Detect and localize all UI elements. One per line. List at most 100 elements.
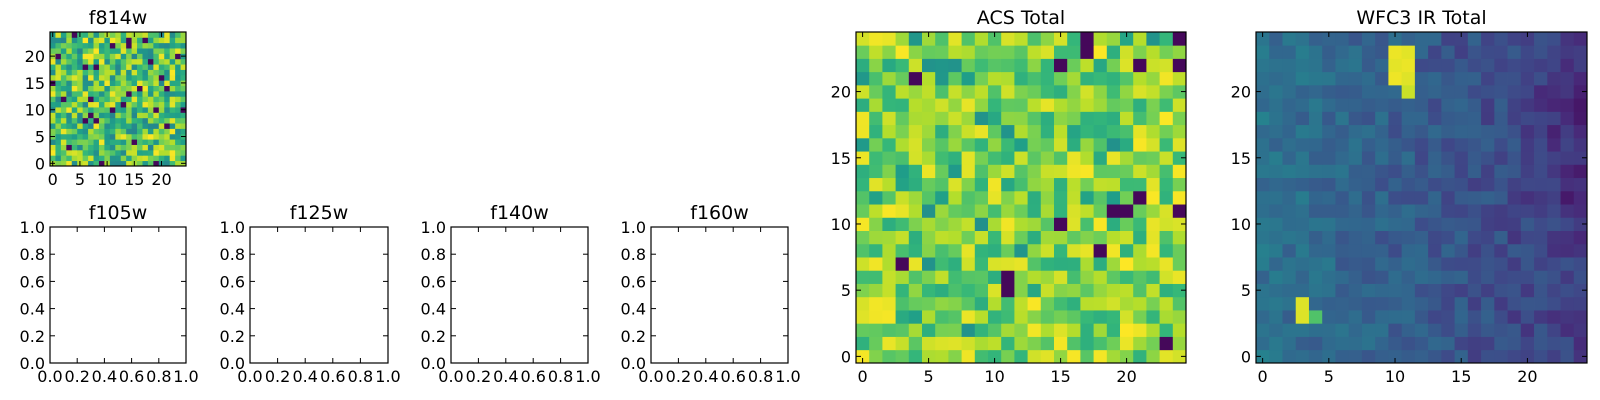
heatmap-cell [895,151,910,165]
heatmap-cell [55,149,62,156]
heatmap-cell [1146,270,1160,284]
heatmap-cell [1428,296,1442,311]
heatmap-cell [1172,164,1187,179]
heatmap-cell [147,69,154,76]
heatmap-cell [1120,270,1134,284]
heatmap-cell [88,117,94,124]
heatmap-cell [1494,323,1508,337]
heatmap-cell [961,283,976,298]
heatmap-cell [137,144,143,151]
heatmap-cell [71,117,78,124]
heatmap-cell [120,69,127,76]
heatmap-cell [66,101,73,108]
heatmap-cell [1414,323,1429,337]
heatmap-cell [1159,98,1174,112]
heatmap-cell [180,42,187,49]
heatmap-cell [1388,204,1403,218]
heatmap-cell [922,98,936,112]
heatmap-cell [1573,243,1588,258]
heatmap-cell [1172,98,1187,112]
heatmap-cell [1534,177,1548,192]
heatmap-cell [1520,71,1535,86]
heatmap-cell [93,117,100,124]
heatmap-cell [869,111,883,126]
heatmap-cell [1348,230,1363,245]
heatmap-cell [77,96,84,103]
heatmap-cell [1361,111,1376,126]
heatmap-cell [1401,58,1416,73]
heatmap-cell [1441,349,1455,364]
heatmap-cell [1481,310,1495,324]
heatmap-cell [1014,336,1028,351]
heatmap-cell [120,117,127,124]
heatmap-cell [1001,270,1015,284]
heatmap-cell [1295,84,1310,99]
heatmap-cell [1282,243,1297,258]
heatmap-cell [974,151,989,165]
heatmap-cell [1414,349,1429,364]
heatmap-cell [1001,310,1015,324]
heatmap-cell [961,204,976,218]
heatmap-cell [1401,190,1416,205]
heatmap-cell [1428,323,1442,337]
heatmap-cell [1282,124,1297,139]
heatmap-cell [175,90,181,97]
x-tick-label: 0.2 [64,367,89,386]
heatmap-cell [126,74,132,81]
heatmap-cell [164,42,171,49]
heatmap-cell [974,230,989,245]
heatmap-cell [974,137,989,152]
heatmap-cell [1093,230,1108,245]
heatmap-cell [66,74,73,81]
heatmap-cell [1454,336,1469,351]
heatmap-cell [115,74,122,81]
heatmap-cell [1322,336,1336,351]
heatmap-cell [164,64,171,70]
heatmap-cell [169,96,176,103]
heatmap-cell [1133,32,1147,46]
heatmap-cell [82,96,89,103]
heatmap-cell [153,42,160,49]
heatmap-cell [175,107,181,113]
heatmap-cell [1322,164,1336,179]
heatmap-cell [1172,190,1187,205]
x-tick-label: 0.8 [748,367,773,386]
heatmap-cell [1467,137,1482,152]
heatmap-cell [1120,243,1134,258]
heatmap-cell [1282,164,1297,179]
plot-frame [49,31,187,167]
heatmap-cell [1322,190,1336,205]
heatmap-cell [856,151,870,165]
heatmap-cell [71,128,78,135]
heatmap-cell [1133,151,1147,165]
heatmap-cell [175,117,181,124]
heatmap-cell [142,90,149,97]
heatmap-cell [1428,270,1442,284]
heatmap-cell [1348,137,1363,152]
heatmap-cell [93,128,100,135]
heatmap-cell [82,37,89,44]
heatmap-cell [974,164,989,179]
heatmap-cell [1428,71,1442,86]
heatmap-cell [1507,32,1522,46]
heatmap-cell [1308,45,1323,59]
heatmap-cell [1335,323,1350,337]
heatmap-cell [158,90,165,97]
heatmap-cell [895,137,910,152]
heatmap-cell [82,144,89,151]
heatmap-cell [1520,204,1535,218]
heatmap-cell [82,101,89,108]
heatmap-cell [120,107,127,113]
y-tick-label: 5 [841,281,851,300]
heatmap-cell [109,139,116,145]
heatmap-cell [1146,204,1160,218]
heatmap-cell [137,32,143,38]
heatmap-cell [1534,270,1548,284]
heatmap-cell [948,336,962,351]
heatmap-cell [1335,45,1350,59]
heatmap-cell [115,155,122,162]
heatmap-cell [153,139,160,145]
heatmap-cell [158,96,165,103]
chart-title: f160w [690,202,749,224]
